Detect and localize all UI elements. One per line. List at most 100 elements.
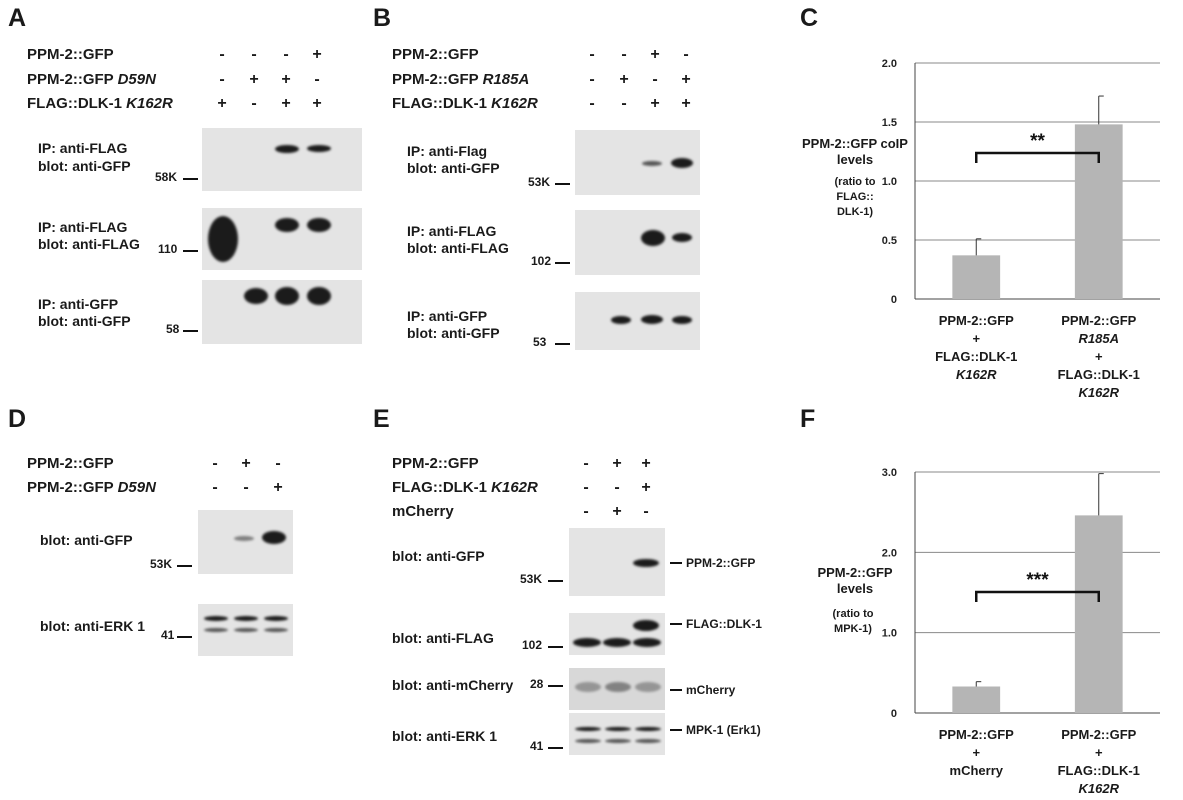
- c-category-label: FLAG::DLK-1: [935, 349, 1017, 364]
- f-category-label: PPM-2::GFP: [939, 727, 1014, 742]
- a-row-3-label: FLAG::DLK-1 K162R: [27, 95, 173, 112]
- a-sign: +: [312, 95, 322, 112]
- a-blot-3-ip: IP: anti-GFP: [38, 296, 119, 312]
- b-mw-3-tick: [555, 343, 570, 345]
- a-sign: -: [219, 71, 225, 88]
- a-mw-3: 58: [166, 322, 180, 336]
- d-blot-1: [198, 510, 293, 574]
- c-ylabel: PPM-2::GFP coIP levels: [802, 136, 908, 167]
- b-row-1-label: PPM-2::GFP: [392, 46, 479, 63]
- c-category-label: K162R: [956, 367, 997, 382]
- e-blot-2: [569, 613, 665, 655]
- a-sign: -: [251, 46, 257, 63]
- d-mw-2-tick: [177, 636, 192, 638]
- e-mw-4: 41: [530, 739, 544, 753]
- b-blot-3-blot: blot: anti-GFP: [407, 325, 500, 341]
- e-blot-3-label: blot: anti-mCherry: [392, 677, 514, 693]
- b-sign: -: [652, 71, 658, 88]
- c-ylabel-sub: (ratio to FLAG:: DLK-1): [834, 176, 876, 218]
- a-blot-1: [202, 128, 362, 191]
- e-right-label-4: MPK-1 (Erk1): [686, 723, 761, 737]
- b-sign: +: [681, 95, 691, 112]
- d-sign: +: [273, 479, 283, 496]
- f-ylabel-sub: (ratio to MPK-1): [832, 608, 874, 635]
- b-sign: +: [650, 95, 660, 112]
- b-mw-1-tick: [555, 183, 570, 185]
- a-sign: -: [314, 71, 320, 88]
- f-significance-bracket: [975, 590, 1100, 602]
- e-sign: -: [583, 455, 589, 472]
- d-blot-1-label: blot: anti-GFP: [40, 532, 133, 548]
- c-ytick-label: 0: [891, 294, 897, 306]
- e-mw-1-tick: [548, 580, 563, 582]
- d-row-2-label: PPM-2::GFP D59N: [27, 479, 156, 496]
- a-blot-2: [202, 208, 362, 270]
- c-category-label: +: [1095, 349, 1103, 364]
- a-sign: -: [219, 46, 225, 63]
- e-sign: -: [583, 503, 589, 520]
- e-mw-2-tick: [548, 646, 563, 648]
- d-mw-2: 41: [161, 628, 175, 642]
- b-blot-2-blot: blot: anti-FLAG: [407, 240, 509, 256]
- c-ytick-label: 2.0: [882, 58, 897, 70]
- b-blot-1-ip: IP: anti-Flag: [407, 143, 488, 159]
- a-mw-2: 110: [158, 242, 178, 256]
- c-category-label: PPM-2::GFP: [1061, 313, 1136, 328]
- a-sign: -: [251, 95, 257, 112]
- f-bar: [952, 686, 1001, 713]
- f-category-label: PPM-2::GFP: [1061, 727, 1136, 742]
- f-category-label: +: [1095, 745, 1103, 760]
- c-significance-bracket: [975, 151, 1100, 163]
- b-blot-2: [575, 210, 700, 275]
- c-ytick-label: 1.0: [882, 176, 897, 188]
- a-mw-1: 58K: [155, 170, 178, 184]
- f-category-label: +: [972, 745, 980, 760]
- e-right-label-1: PPM-2::GFP: [686, 556, 756, 570]
- d-row-1-label: PPM-2::GFP: [27, 455, 114, 472]
- panel-letter-d: D: [8, 405, 27, 433]
- e-right-label-2: FLAG::DLK-1: [686, 617, 762, 631]
- a-sign: +: [249, 71, 259, 88]
- b-sign: -: [621, 95, 627, 112]
- a-blot-2-ip: IP: anti-FLAG: [38, 219, 128, 235]
- panel-letter-b: B: [373, 4, 392, 32]
- a-sign: +: [217, 95, 227, 112]
- b-mw-3: 53: [533, 335, 547, 349]
- b-row-2-label: PPM-2::GFP R185A: [392, 71, 530, 88]
- b-blot-3: [575, 292, 700, 350]
- c-category-label: PPM-2::GFP: [939, 313, 1014, 328]
- e-blot-1: [569, 528, 665, 596]
- e-mw-2: 102: [522, 638, 543, 652]
- b-row-3-label: FLAG::DLK-1 K162R: [392, 95, 538, 112]
- e-blot-4-label: blot: anti-ERK 1: [392, 728, 497, 744]
- f-ytick-label: 2.0: [882, 547, 897, 559]
- e-mw-3: 28: [530, 677, 544, 691]
- b-sign: -: [589, 71, 595, 88]
- b-mw-2-tick: [555, 262, 570, 264]
- e-right-tick-1: [670, 562, 682, 564]
- e-right-tick-2: [670, 623, 682, 625]
- e-sign: -: [614, 479, 620, 496]
- f-significance-label: ***: [1026, 570, 1049, 591]
- b-sign: -: [589, 95, 595, 112]
- b-blot-3-ip: IP: anti-GFP: [407, 308, 488, 324]
- b-sign: -: [621, 46, 627, 63]
- a-blot-2-blot: blot: anti-FLAG: [38, 236, 140, 252]
- a-blot-1-ip: IP: anti-FLAG: [38, 140, 128, 156]
- d-sign: +: [241, 455, 251, 472]
- b-mw-1: 53K: [528, 175, 551, 189]
- e-blot-3: [569, 668, 665, 710]
- a-mw-3-tick: [183, 330, 198, 332]
- c-ytick-label: 1.5: [882, 117, 897, 129]
- e-row-1-label: PPM-2::GFP: [392, 455, 479, 472]
- a-sign: -: [283, 46, 289, 63]
- a-blot-3: [202, 280, 362, 344]
- b-sign: +: [650, 46, 660, 63]
- e-mw-3-tick: [548, 685, 563, 687]
- a-mw-1-tick: [183, 178, 198, 180]
- b-blot-1: [575, 130, 700, 195]
- panel-letter-e: E: [373, 405, 390, 433]
- b-sign: +: [681, 71, 691, 88]
- b-sign: -: [683, 46, 689, 63]
